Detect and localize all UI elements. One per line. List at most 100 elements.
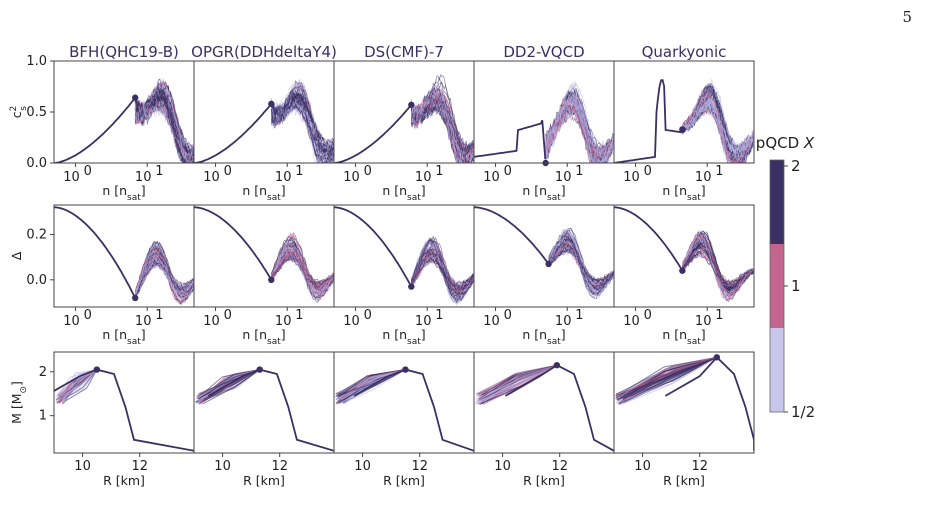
x-tick-label: 10 [623, 170, 640, 185]
matching-point [545, 260, 552, 268]
plot-area [475, 364, 614, 452]
band-line [411, 235, 474, 295]
band-line [270, 101, 334, 149]
band-line [548, 248, 614, 283]
band-line [410, 77, 474, 163]
matching-point [93, 366, 101, 373]
model-curve [614, 206, 684, 272]
x-tick-exp: 0 [84, 308, 92, 323]
colorbar-segment [770, 328, 784, 412]
x-tick-label: 10 [483, 314, 500, 329]
band-line [548, 229, 614, 297]
band-line [622, 356, 718, 400]
x-axis-label: n [nsat] [522, 183, 565, 203]
band-line [134, 261, 194, 297]
band-line [477, 364, 558, 403]
band-line [271, 246, 334, 296]
band-line [682, 242, 754, 291]
colorbar-tick-label: 2 [791, 157, 801, 175]
x-tick-label: 10 [275, 170, 292, 185]
x-axis-label: R [km] [383, 473, 425, 488]
x-tick-label: 10 [214, 459, 231, 474]
matching-point [132, 94, 139, 101]
band-line [410, 99, 474, 153]
band-line [134, 259, 194, 296]
model-curve [334, 106, 411, 163]
x-tick-label: 10 [483, 170, 500, 185]
band-line [411, 256, 474, 288]
x-tick-exp: 1 [715, 164, 723, 179]
band-line [410, 95, 474, 156]
panel: 10 0 10 1n [nsat]0.00.2Δ [9, 204, 195, 347]
page-number: 5 [902, 8, 912, 26]
band-line [410, 88, 474, 163]
panel: 10 12R [km]12M [M⊙] [9, 351, 195, 488]
x-tick-exp: 0 [504, 164, 512, 179]
colorbar-segment [770, 244, 784, 328]
model-curve [334, 206, 411, 285]
band-line [270, 92, 334, 163]
band-line [682, 87, 754, 158]
band-line [134, 78, 194, 163]
x-tick-label: 10 [203, 314, 220, 329]
plot-area [54, 206, 194, 306]
x-tick-label: 10 [275, 314, 292, 329]
band-line [135, 257, 194, 297]
x-tick-exp: 1 [435, 308, 443, 323]
panel-title: DS(CMF)-7 [364, 43, 444, 61]
band-line [134, 90, 194, 163]
plot-area [54, 368, 194, 452]
x-axis-label: R [km] [103, 473, 145, 488]
band-line [682, 90, 754, 157]
x-axis-label: n [nsat] [522, 327, 565, 347]
band-line [271, 240, 334, 294]
plot-area [474, 80, 614, 163]
y-tick-label: 1 [39, 409, 47, 424]
plot-area [334, 74, 474, 163]
x-axis-label: R [km] [523, 473, 565, 488]
band-line [682, 245, 754, 287]
x-axis-label: R [km] [663, 473, 705, 488]
plot-area [194, 78, 334, 163]
model-curve [207, 368, 334, 452]
x-tick-exp: 1 [155, 164, 163, 179]
band-line [60, 369, 98, 397]
matching-point [553, 361, 561, 369]
panel-title: OPGR(DDHdeltaY4) [191, 43, 337, 61]
x-tick-label: 10 [695, 314, 712, 329]
y-tick-label: 0.0 [26, 273, 47, 288]
band-line [682, 102, 754, 154]
matching-point [268, 276, 275, 283]
panel: 10 0 10 1n [nsat] [333, 60, 475, 203]
plot-area [195, 368, 334, 452]
panel: 10 0 10 1n [nsat] [333, 204, 475, 347]
x-tick-label: 10 [63, 170, 80, 185]
x-tick-exp: 1 [715, 308, 723, 323]
band-line [196, 369, 260, 399]
x-tick-exp: 0 [84, 164, 92, 179]
model-curve [54, 368, 194, 452]
x-tick-exp: 1 [295, 164, 303, 179]
band-line [342, 369, 406, 404]
y-tick-label: 1.0 [26, 54, 47, 69]
x-tick-exp: 0 [224, 164, 232, 179]
x-tick-exp: 0 [504, 308, 512, 323]
band-line [59, 369, 98, 404]
band-line [545, 104, 614, 159]
band-line [61, 369, 98, 401]
x-tick-label: 10 [555, 170, 572, 185]
band-line [134, 86, 194, 163]
y-axis-label: c2s [9, 106, 29, 119]
x-tick-label: 10 [135, 314, 152, 329]
panel: 10 0 10 1n [nsat] [193, 60, 335, 203]
model-curve [194, 105, 271, 163]
band-line [545, 93, 614, 163]
panel: 10 0 10 1n [nsat] [193, 204, 335, 347]
band-line [623, 356, 718, 403]
x-axis-label: n [nsat] [662, 183, 705, 203]
plot-area [614, 78, 754, 163]
model-curve [474, 206, 550, 265]
x-tick-exp: 0 [224, 308, 232, 323]
panel: 10 12R [km] [613, 351, 755, 488]
